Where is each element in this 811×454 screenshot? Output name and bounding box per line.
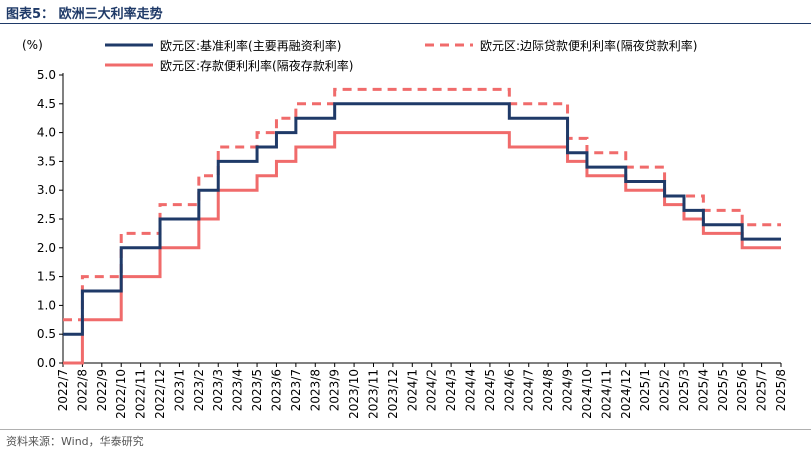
x-tick-label: 2022/10	[114, 369, 128, 419]
y-tick-label: 3.5	[37, 154, 56, 168]
series-line	[63, 131, 781, 365]
x-tick-label: 2025/8	[774, 369, 788, 411]
y-unit-label: (%)	[22, 38, 43, 52]
y-tick-label: 1.0	[37, 298, 56, 312]
x-tick-label: 2022/11	[134, 369, 148, 419]
series-line	[63, 87, 781, 322]
x-tick-label: 2024/10	[580, 369, 594, 419]
x-tick-label: 2023/11	[366, 369, 380, 419]
y-tick-label: 0.5	[37, 327, 56, 341]
x-tick-label: 2025/1	[638, 369, 652, 411]
x-tick-label: 2023/12	[386, 369, 400, 419]
x-tick-label: 2024/9	[561, 369, 575, 411]
x-tick-label: 2023/4	[231, 369, 245, 411]
y-tick-label: 0.0	[37, 356, 56, 370]
x-tick-label: 2024/8	[541, 369, 555, 411]
x-tick-label: 2024/11	[599, 369, 613, 419]
x-tick-label: 2022/12	[153, 369, 167, 419]
x-tick-label: 2024/6	[502, 369, 516, 411]
x-tick-label: 2022/9	[95, 369, 109, 411]
x-tick-label: 2025/2	[658, 369, 672, 411]
x-tick-label: 2025/3	[677, 369, 691, 411]
x-tick-label: 2023/9	[328, 369, 342, 411]
x-tick-label: 2023/5	[250, 369, 264, 411]
legend-label: 欧元区:边际贷款便利利率(隔夜贷款利率)	[480, 38, 697, 53]
x-tick-label: 2025/5	[716, 369, 730, 411]
x-tick-label: 2023/7	[289, 369, 303, 411]
x-tick-label: 2023/10	[347, 369, 361, 419]
x-tick-label: 2025/4	[696, 369, 710, 411]
x-tick-label: 2023/6	[269, 369, 283, 411]
x-tick-label: 2023/2	[192, 369, 206, 411]
y-tick-label: 4.5	[37, 97, 56, 111]
figure-title: 图表5： 欧洲三大利率走势	[6, 7, 163, 22]
x-tick-label: 2025/6	[735, 369, 749, 411]
x-tick-label: 2023/8	[308, 369, 322, 411]
x-tick-label: 2025/7	[755, 369, 769, 411]
source-rule	[0, 429, 811, 430]
legend-label: 欧元区:基准利率(主要再融资利率)	[160, 38, 341, 53]
y-tick-label: 5.0	[37, 68, 56, 82]
title-rule	[0, 23, 811, 24]
x-tick-label: 2024/2	[425, 369, 439, 411]
y-tick-label: 1.5	[37, 270, 56, 284]
series-line	[63, 102, 781, 336]
source-note: 资料来源：Wind，华泰研究	[6, 435, 144, 448]
x-tick-label: 2024/3	[444, 369, 458, 411]
x-tick-label: 2023/3	[211, 369, 225, 411]
x-tick-label: 2023/1	[172, 369, 186, 411]
x-tick-label: 2022/8	[75, 369, 89, 411]
x-tick-label: 2024/1	[405, 369, 419, 411]
y-tick-label: 2.5	[37, 212, 56, 226]
legend-label: 欧元区:存款便利利率(隔夜存款利率)	[160, 58, 353, 73]
x-tick-label: 2024/5	[483, 369, 497, 411]
y-tick-label: 3.0	[37, 183, 56, 197]
y-tick-label: 4.0	[37, 126, 56, 140]
x-tick-label: 2024/12	[619, 369, 633, 419]
x-tick-label: 2024/7	[522, 369, 536, 411]
x-tick-label: 2024/4	[464, 369, 478, 411]
y-tick-label: 2.0	[37, 241, 56, 255]
x-tick-label: 2022/7	[56, 369, 70, 411]
